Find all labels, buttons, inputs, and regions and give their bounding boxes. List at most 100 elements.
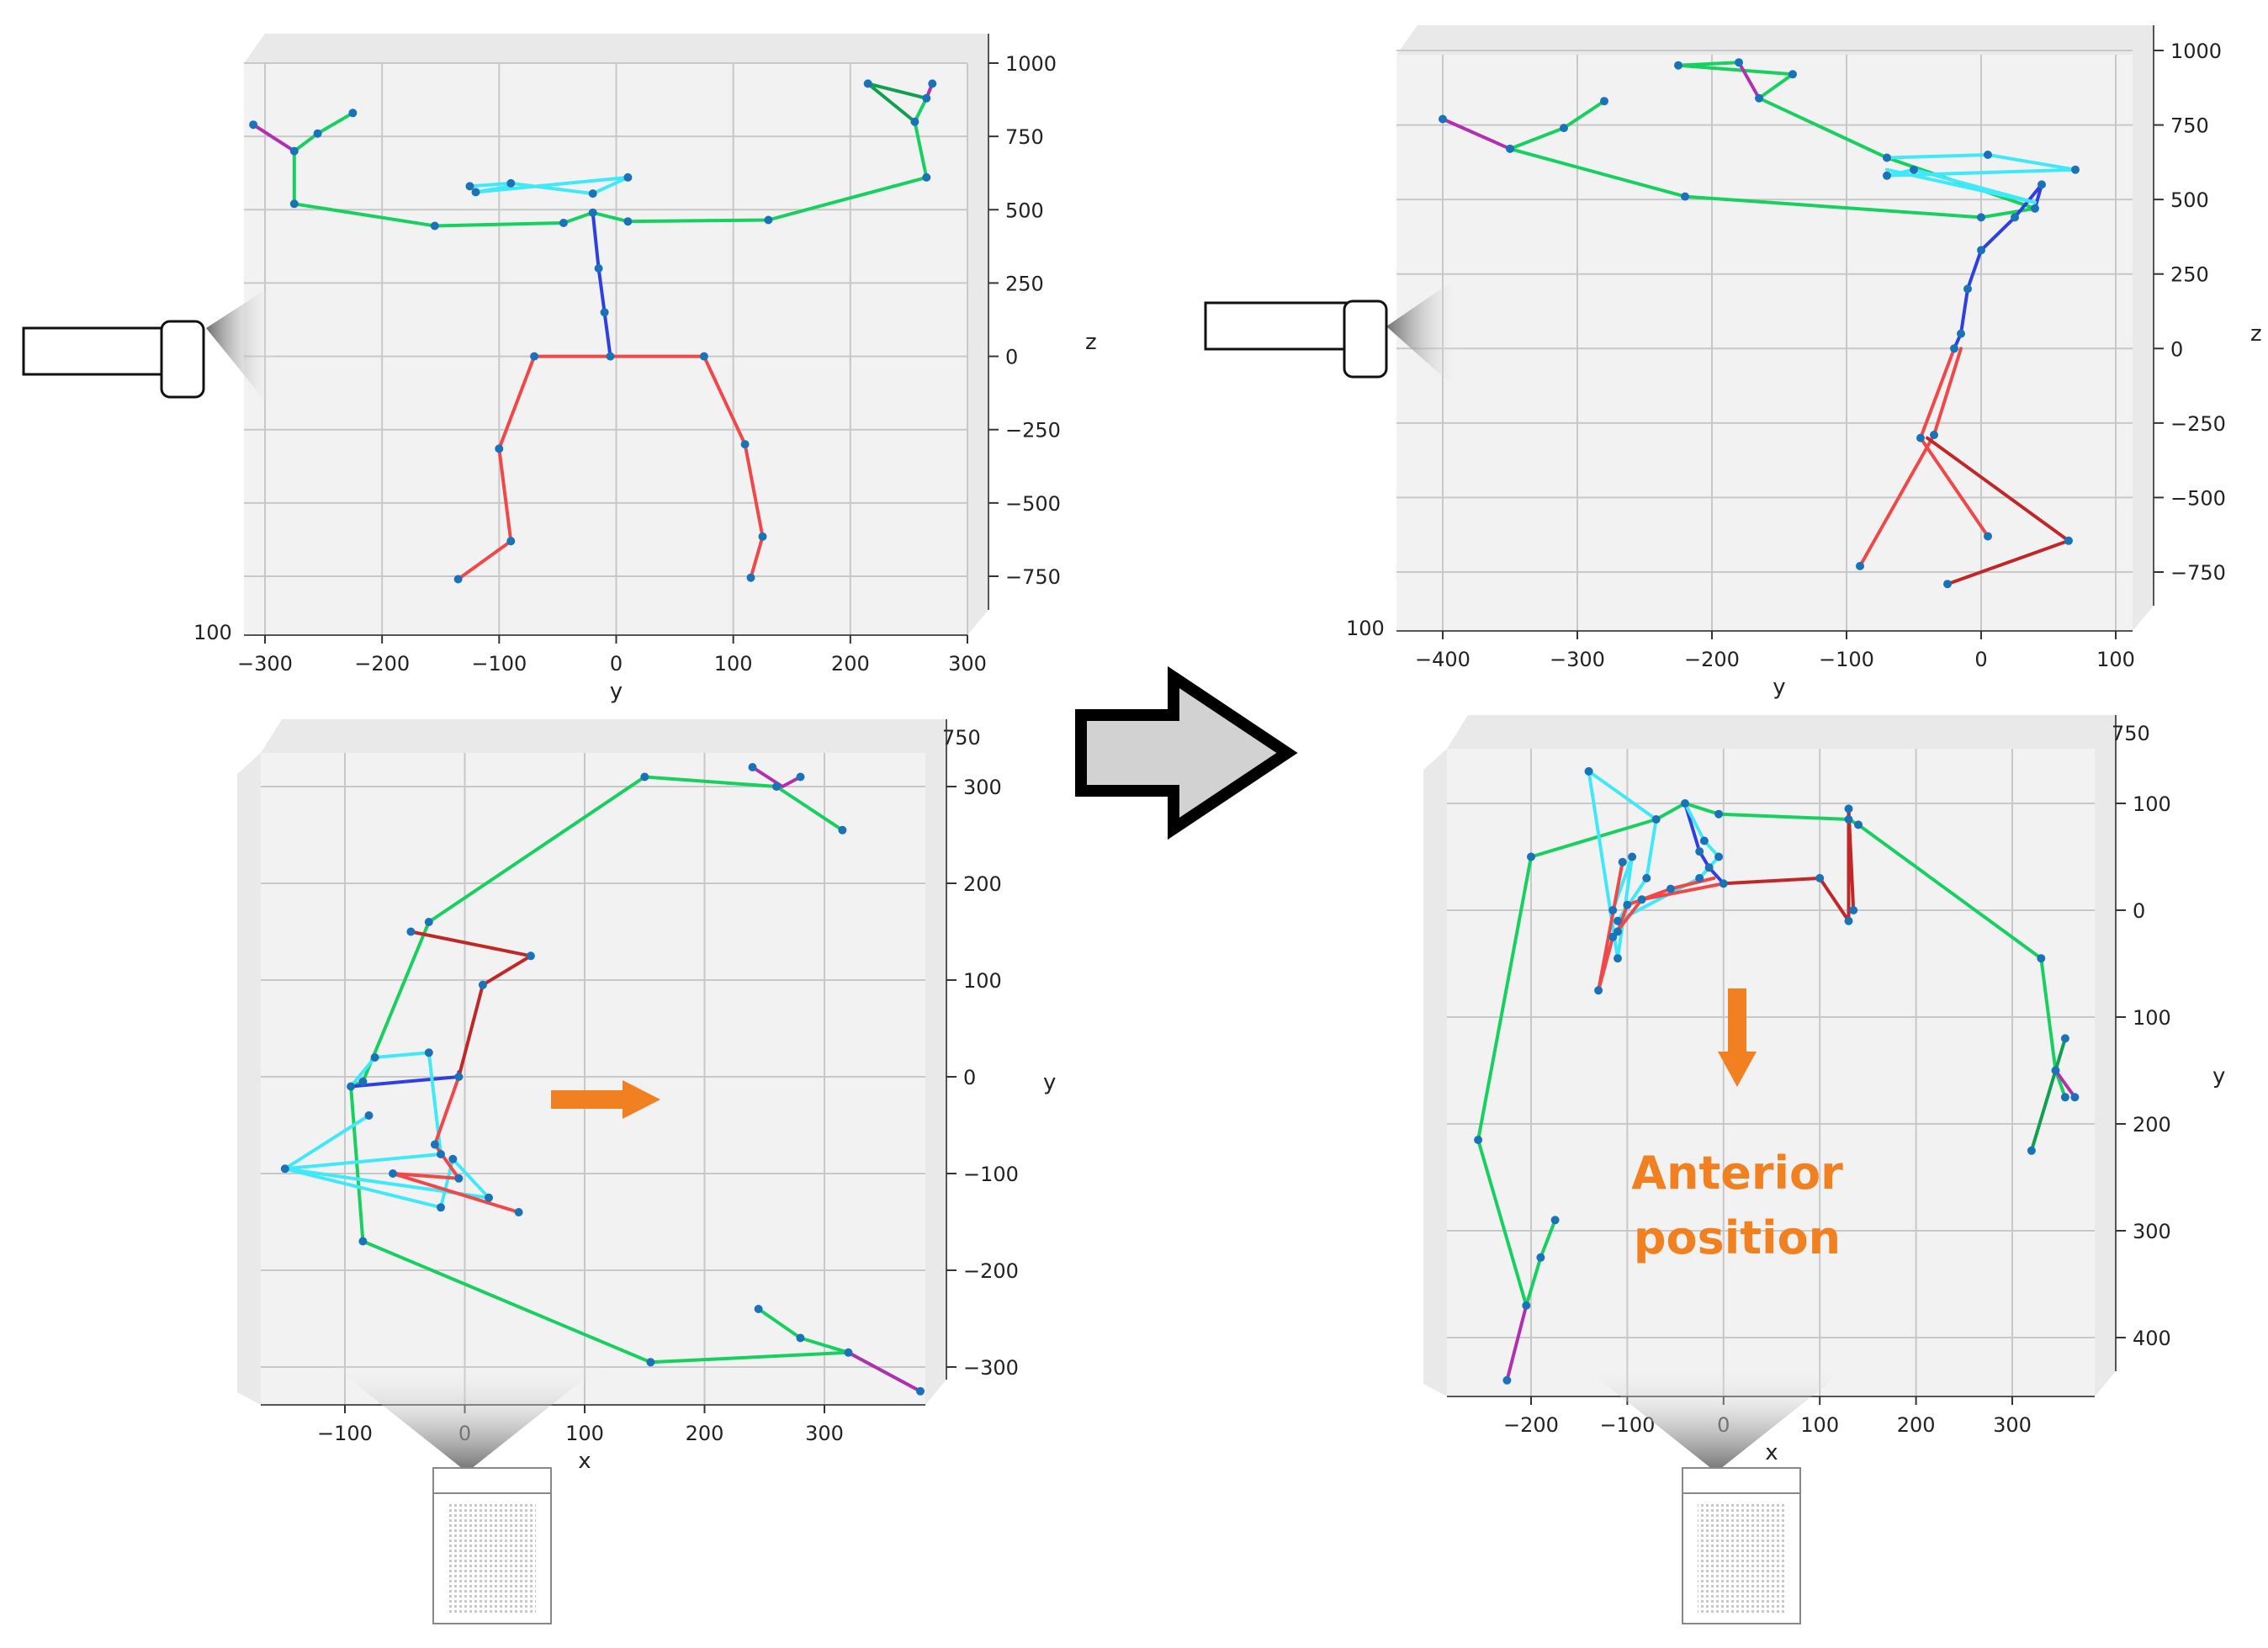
skeleton-joint xyxy=(1674,61,1682,70)
plot-top-pane xyxy=(1396,25,2154,55)
y-tick-label: −250 xyxy=(2170,412,2226,436)
skeleton-joint xyxy=(485,1193,493,1202)
skeleton-joint xyxy=(1844,916,1853,925)
skeleton-joint xyxy=(922,172,931,182)
x-axis-label: y xyxy=(610,679,623,704)
skeleton-bone-hands xyxy=(1505,1303,1529,1382)
vertical-axis-label: z xyxy=(2250,321,2262,347)
y-tick-label: 750 xyxy=(1005,125,1044,149)
skeleton-joint xyxy=(506,178,516,188)
skeleton-bone-hands xyxy=(252,123,296,153)
skeleton-joint xyxy=(1977,246,1985,255)
skeleton-bone-head xyxy=(283,1051,490,1210)
skeleton-joint xyxy=(1844,804,1853,813)
x-tick-label: 100 xyxy=(1800,1413,1839,1437)
skeleton-joint xyxy=(1943,580,1952,589)
depth-tick-label: 750 xyxy=(2112,722,2150,745)
skeleton-bone-arms xyxy=(591,96,929,224)
skeleton-joint xyxy=(1984,532,1992,541)
skeleton-joint xyxy=(559,219,568,227)
y-tick-label: −500 xyxy=(1005,492,1061,516)
skeleton-joint xyxy=(1550,1216,1560,1225)
skeleton-bone-hands xyxy=(1441,117,1512,151)
skeleton-joint xyxy=(313,129,322,138)
y-tick-label: 750 xyxy=(2170,114,2209,138)
y-tick-label: 500 xyxy=(2170,188,2209,212)
skeleton-joint xyxy=(1984,151,1992,159)
skeleton-joint xyxy=(1536,1253,1545,1262)
skeleton-joint xyxy=(448,1154,458,1163)
depth-tick-label: 100 xyxy=(1346,617,1385,640)
skeleton-joint xyxy=(2060,1093,2069,1102)
skeleton-joint xyxy=(1502,1375,1512,1385)
plot-side-pane xyxy=(925,719,946,1405)
skeleton-joint xyxy=(1474,1136,1483,1144)
depth-tick-label: 100 xyxy=(193,621,232,644)
skeleton-joint xyxy=(1844,815,1853,824)
x-tick-label: 300 xyxy=(1993,1413,2032,1437)
skeleton-joint xyxy=(772,782,781,791)
x-axis-label: x xyxy=(578,1449,591,1474)
skeleton-joint xyxy=(289,146,299,156)
skeleton-joint xyxy=(1735,58,1743,67)
skeleton-joint xyxy=(364,1111,374,1120)
side-camera-icon xyxy=(22,282,278,416)
top-view-before-panel: −1000100200300x3002001000−100−200−300y75… xyxy=(237,719,1056,1474)
x-tick-label: −200 xyxy=(1684,648,1740,671)
skeleton-bone-head xyxy=(468,175,630,196)
plot-top-pane xyxy=(261,719,946,753)
skeleton-joint xyxy=(347,1082,356,1091)
skeleton-joint xyxy=(1527,852,1535,861)
x-tick-label: −200 xyxy=(354,652,410,676)
skeleton-bone-hands xyxy=(750,766,803,788)
skeleton-joint xyxy=(358,1237,368,1246)
skeleton-bone-legs xyxy=(456,354,537,581)
x-tick-label: 0 xyxy=(1974,648,1987,671)
skeleton-joint xyxy=(646,1358,655,1367)
skeleton-joint xyxy=(1883,153,1891,162)
skeleton-joint xyxy=(1628,852,1637,861)
y-tick-label: 100 xyxy=(963,969,1002,993)
skeleton-joint xyxy=(1849,906,1858,914)
skeleton-bone-torso xyxy=(591,210,612,358)
skeleton-joint xyxy=(348,109,358,118)
skeleton-joint xyxy=(249,120,258,130)
skeleton-joint xyxy=(844,1348,853,1357)
x-tick-label: 0 xyxy=(610,652,623,676)
skeleton-joint xyxy=(748,763,757,771)
y-tick-label: 300 xyxy=(2133,1220,2171,1243)
skeleton-joint xyxy=(289,199,299,209)
skeleton-joint xyxy=(1614,954,1622,963)
plot-background xyxy=(1447,749,2095,1396)
vertical-axis-label: z xyxy=(1085,330,1097,355)
skeleton-joint xyxy=(1963,284,1972,294)
skeleton-joint xyxy=(1623,900,1632,909)
skeleton-joint xyxy=(699,352,708,361)
x-axis-label: x xyxy=(1765,1440,1778,1465)
x-tick-label: 200 xyxy=(831,652,870,676)
skeleton-joint xyxy=(1755,93,1763,103)
skeleton-joint xyxy=(465,182,474,191)
side-camera-icon xyxy=(1204,273,1464,395)
plot-side-pane xyxy=(2133,25,2154,631)
skeleton-joint xyxy=(424,1048,433,1057)
skeleton-joint xyxy=(1883,171,1891,180)
skeleton-joint xyxy=(495,444,504,453)
skeleton-joint xyxy=(1681,799,1689,808)
skeleton-bone-torso xyxy=(1683,802,1725,886)
skeleton-joint xyxy=(606,352,615,361)
y-tick-label: 250 xyxy=(1005,272,1044,295)
skeleton-joint xyxy=(1651,815,1661,824)
skeleton xyxy=(280,763,925,1396)
x-tick-label: 100 xyxy=(714,652,753,676)
skeleton-bone-hands xyxy=(846,1350,922,1393)
skeleton-joint xyxy=(1618,857,1627,866)
front-view-before-panel: −300 −200 −100 0 100 200 300 y 1000 750 500 250 0 −25… xyxy=(193,34,1097,704)
skeleton-joint xyxy=(1614,927,1622,936)
vertical-axis-label: y xyxy=(1043,1070,1056,1095)
y-tick-label: 0 xyxy=(963,1066,976,1089)
skeleton-joint xyxy=(406,927,416,936)
skeleton-bone-arms xyxy=(292,202,595,228)
skeleton-joint xyxy=(838,825,847,835)
